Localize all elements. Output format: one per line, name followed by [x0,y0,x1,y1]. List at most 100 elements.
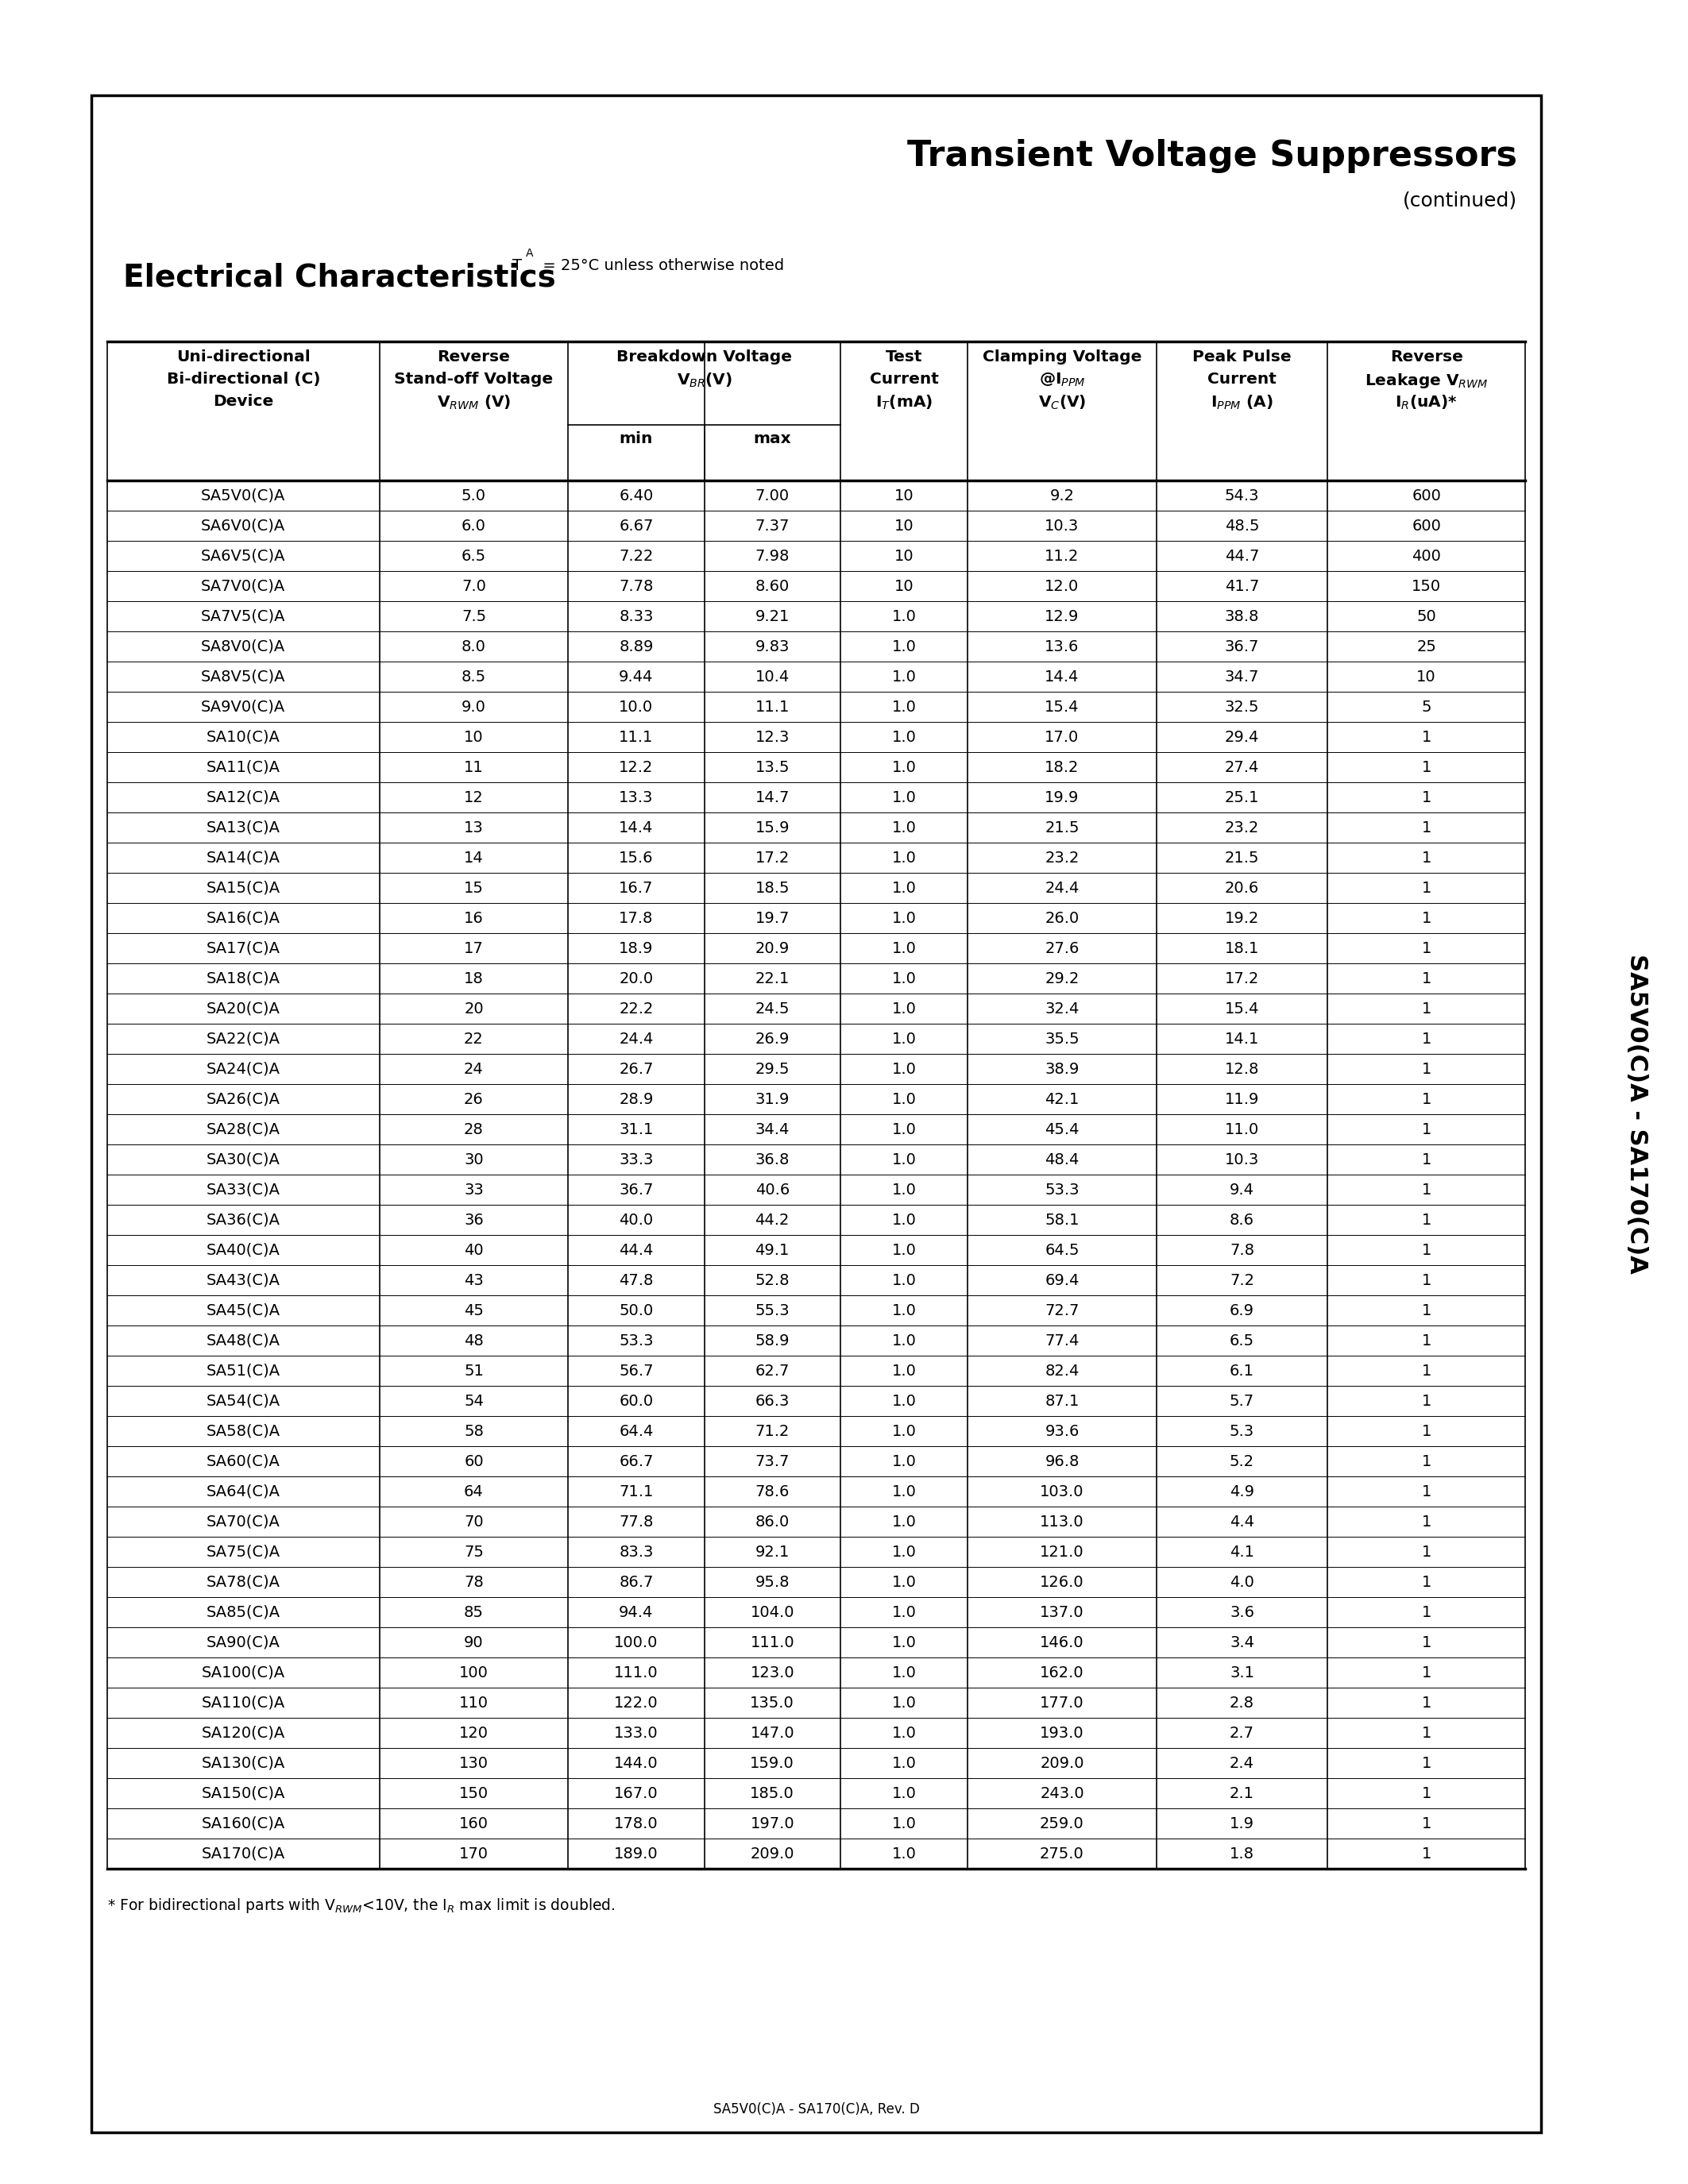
Text: 60: 60 [464,1455,483,1470]
Text: SA12(C)A: SA12(C)A [206,791,280,806]
Text: 1: 1 [1421,1273,1431,1289]
Text: Breakdown Voltage: Breakdown Voltage [616,349,792,365]
Text: 1.0: 1.0 [891,1605,917,1621]
Text: 69.4: 69.4 [1045,1273,1079,1289]
Text: 26.0: 26.0 [1045,911,1079,926]
Text: 18.5: 18.5 [755,880,790,895]
Text: 60.0: 60.0 [619,1393,653,1409]
Text: SA6V0(C)A: SA6V0(C)A [201,518,285,533]
Text: 1: 1 [1421,1787,1431,1802]
Text: 1: 1 [1421,1483,1431,1498]
Text: 11.9: 11.9 [1225,1092,1259,1107]
Text: 42.1: 42.1 [1045,1092,1079,1107]
Text: 78.6: 78.6 [755,1483,790,1498]
Text: 44.7: 44.7 [1225,548,1259,563]
Text: 8.33: 8.33 [619,609,653,625]
Text: 11.1: 11.1 [755,699,790,714]
Text: Bi-directional (C): Bi-directional (C) [167,371,321,387]
Text: 58: 58 [464,1424,484,1439]
Text: 54.3: 54.3 [1225,487,1259,502]
Text: 17.2: 17.2 [755,850,790,865]
Text: 31.1: 31.1 [619,1123,653,1138]
Text: 1.0: 1.0 [891,791,917,806]
Text: 133.0: 133.0 [614,1725,658,1741]
Text: 400: 400 [1411,548,1442,563]
Text: 77.8: 77.8 [619,1514,653,1529]
Text: 1.0: 1.0 [891,1123,917,1138]
Text: 7.2: 7.2 [1229,1273,1254,1289]
Text: 17.2: 17.2 [1225,972,1259,985]
Text: SA75(C)A: SA75(C)A [206,1544,280,1559]
Text: SA60(C)A: SA60(C)A [206,1455,280,1470]
Text: 86.0: 86.0 [755,1514,790,1529]
Text: 92.1: 92.1 [755,1544,790,1559]
Text: 49.1: 49.1 [755,1243,790,1258]
Text: 64.4: 64.4 [619,1424,653,1439]
Text: 26.7: 26.7 [619,1061,653,1077]
Text: Current: Current [1207,371,1276,387]
Text: SA18(C)A: SA18(C)A [206,972,280,985]
Text: @I$_{PPM}$: @I$_{PPM}$ [1038,371,1085,389]
Text: Peak Pulse: Peak Pulse [1192,349,1291,365]
Text: 111.0: 111.0 [614,1664,658,1679]
Text: 13.5: 13.5 [755,760,790,775]
Text: 40.6: 40.6 [755,1182,790,1197]
Text: 275.0: 275.0 [1040,1845,1084,1861]
Text: 1.0: 1.0 [891,609,917,625]
Text: 123.0: 123.0 [749,1664,795,1679]
Text: 30: 30 [464,1151,483,1166]
Text: 14.4: 14.4 [1045,668,1079,684]
Text: 10.0: 10.0 [619,699,653,714]
Text: 29.5: 29.5 [755,1061,790,1077]
Text: 1.0: 1.0 [891,760,917,775]
Text: 18.2: 18.2 [1045,760,1079,775]
Text: 1.0: 1.0 [891,1845,917,1861]
Text: 33.3: 33.3 [619,1151,653,1166]
Text: 19.9: 19.9 [1045,791,1079,806]
Text: 55.3: 55.3 [755,1304,790,1317]
Text: 15.9: 15.9 [755,819,790,834]
Text: 4.1: 4.1 [1229,1544,1254,1559]
Text: 26: 26 [464,1092,484,1107]
Text: 9.0: 9.0 [461,699,486,714]
Text: 9.44: 9.44 [619,668,653,684]
Text: 160: 160 [459,1815,488,1830]
Text: 1: 1 [1421,1000,1431,1016]
Text: 12.3: 12.3 [755,729,790,745]
Text: 170: 170 [459,1845,488,1861]
Text: 45: 45 [464,1304,484,1317]
Text: Transient Voltage Suppressors: Transient Voltage Suppressors [906,140,1518,173]
Text: 10: 10 [895,487,913,502]
Text: 24.4: 24.4 [619,1031,653,1046]
Text: 11: 11 [464,760,484,775]
Text: 9.4: 9.4 [1229,1182,1254,1197]
Text: SA24(C)A: SA24(C)A [206,1061,280,1077]
Text: 22.1: 22.1 [755,972,790,985]
Text: 52.8: 52.8 [755,1273,790,1289]
Text: 4.9: 4.9 [1229,1483,1254,1498]
Text: 62.7: 62.7 [755,1363,790,1378]
Text: 93.6: 93.6 [1045,1424,1079,1439]
Text: SA43(C)A: SA43(C)A [206,1273,280,1289]
Text: 86.7: 86.7 [619,1575,653,1590]
Text: 1: 1 [1421,1304,1431,1317]
Text: 1: 1 [1421,1695,1431,1710]
Text: 96.8: 96.8 [1045,1455,1079,1470]
Text: 94.4: 94.4 [619,1605,653,1621]
Text: 122.0: 122.0 [614,1695,658,1710]
Text: 17.8: 17.8 [619,911,653,926]
Text: 1.8: 1.8 [1229,1845,1254,1861]
Text: 32.4: 32.4 [1045,1000,1079,1016]
Text: 1: 1 [1421,941,1431,957]
Text: 13: 13 [464,819,484,834]
Text: 2.1: 2.1 [1229,1787,1254,1802]
Text: 1: 1 [1421,1332,1431,1348]
Text: 1.0: 1.0 [891,1636,917,1649]
Text: 1.0: 1.0 [891,1725,917,1741]
Text: 82.4: 82.4 [1045,1363,1079,1378]
Text: 36.7: 36.7 [1225,640,1259,653]
Text: 58.9: 58.9 [755,1332,790,1348]
Text: 38.8: 38.8 [1225,609,1259,625]
Text: 64.5: 64.5 [1045,1243,1079,1258]
Text: 33: 33 [464,1182,484,1197]
